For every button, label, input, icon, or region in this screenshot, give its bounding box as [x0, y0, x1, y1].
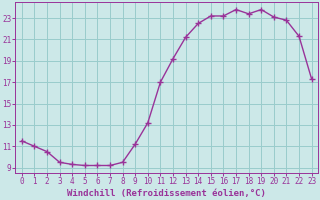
X-axis label: Windchill (Refroidissement éolien,°C): Windchill (Refroidissement éolien,°C): [67, 189, 266, 198]
